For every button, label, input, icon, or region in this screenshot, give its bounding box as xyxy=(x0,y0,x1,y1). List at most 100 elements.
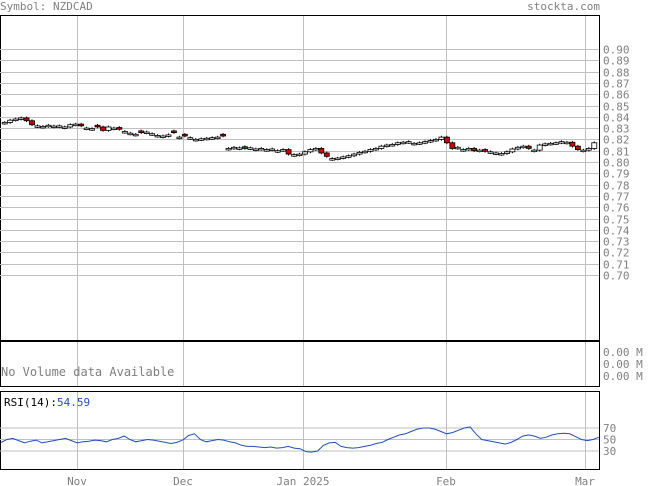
x-axis-labels: Nov Dec Jan 2025 Feb Mar xyxy=(67,475,595,486)
candle xyxy=(269,147,276,152)
candle xyxy=(280,148,287,153)
rsi-tick-label: 30 xyxy=(603,445,616,458)
candle xyxy=(312,147,319,151)
rsi-tick-label: 50 xyxy=(603,434,616,447)
candle xyxy=(531,148,538,153)
price-grid xyxy=(0,49,599,276)
candle xyxy=(181,132,188,138)
candle xyxy=(345,154,352,159)
rsi-tick-label: 70 xyxy=(603,422,616,435)
candle xyxy=(165,133,172,138)
candlestick-series xyxy=(1,116,598,161)
price-tick-label: 0.89 xyxy=(603,55,630,68)
candle xyxy=(438,135,445,141)
candle xyxy=(100,125,106,132)
candle xyxy=(56,124,63,129)
price-tick-label: 0.79 xyxy=(603,168,630,181)
candle xyxy=(242,145,248,150)
candle xyxy=(67,123,74,129)
candle xyxy=(198,137,205,142)
candle xyxy=(433,138,439,142)
x-tick-label: Jan 2025 xyxy=(277,475,330,486)
candle xyxy=(465,147,472,151)
rsi-value: 54.59 xyxy=(57,396,90,409)
candle xyxy=(247,146,254,151)
candle xyxy=(574,144,581,151)
candle xyxy=(547,141,554,146)
candle xyxy=(1,121,8,125)
candle xyxy=(7,118,14,124)
price-tick-label: 0.81 xyxy=(603,146,630,159)
candle xyxy=(520,144,527,149)
candle xyxy=(493,151,499,156)
price-tick-label: 0.77 xyxy=(603,191,630,204)
candle xyxy=(121,130,128,134)
candle xyxy=(307,148,314,154)
symbol-label: Symbol: NZDCAD xyxy=(0,0,93,13)
candle xyxy=(585,147,592,152)
candle xyxy=(187,136,194,140)
candle xyxy=(127,131,134,136)
candle xyxy=(564,140,570,145)
candle xyxy=(351,152,357,158)
candle xyxy=(45,123,52,128)
rsi-label-prefix: RSI(14): xyxy=(4,396,57,409)
candle xyxy=(154,134,161,138)
volume-tick-label: 0.00 M xyxy=(603,346,643,359)
candle xyxy=(12,117,19,122)
candle xyxy=(329,157,336,161)
candle xyxy=(389,143,396,147)
rsi-line xyxy=(0,426,600,453)
candle xyxy=(291,153,297,157)
volume-tick-label: 0.00 M xyxy=(603,358,643,371)
price-tick-label: 0.72 xyxy=(603,247,630,260)
price-axis-ticks: 0.900.890.880.870.860.850.840.830.820.81… xyxy=(603,44,630,283)
x-tick-label: Mar xyxy=(575,475,595,486)
candle xyxy=(373,147,379,151)
candle xyxy=(553,141,559,146)
candle xyxy=(296,152,303,157)
rsi-panel xyxy=(0,391,600,470)
candle xyxy=(411,141,418,146)
candle xyxy=(40,125,46,129)
candle xyxy=(23,116,30,123)
candle xyxy=(89,127,95,131)
price-tick-label: 0.78 xyxy=(603,180,630,193)
candle xyxy=(176,135,183,140)
candle xyxy=(214,135,221,140)
candle xyxy=(83,126,90,131)
candle xyxy=(400,140,407,145)
candle xyxy=(263,148,270,152)
candle xyxy=(252,147,259,152)
candle xyxy=(367,148,374,153)
candle xyxy=(482,148,488,153)
candle xyxy=(111,126,117,131)
candle xyxy=(427,139,434,144)
candle xyxy=(209,136,216,140)
candle xyxy=(542,142,549,147)
candle xyxy=(29,119,35,127)
price-tick-label: 0.80 xyxy=(603,157,630,170)
candle xyxy=(72,122,79,127)
price-tick-label: 0.90 xyxy=(603,44,630,57)
candle xyxy=(220,132,226,138)
candle xyxy=(580,148,587,153)
candle xyxy=(405,140,412,144)
candle xyxy=(443,135,450,145)
candle xyxy=(416,141,423,146)
candle xyxy=(203,136,210,141)
price-tick-label: 0.88 xyxy=(603,67,630,80)
candle xyxy=(525,144,532,150)
candle xyxy=(116,126,123,131)
candle xyxy=(138,129,145,134)
candle xyxy=(171,129,177,134)
candle xyxy=(514,145,521,151)
price-tick-label: 0.76 xyxy=(603,202,630,215)
candle xyxy=(160,134,166,139)
rsi-label: RSI(14):54.59 xyxy=(4,396,90,409)
candle xyxy=(236,146,243,151)
rsi-grid xyxy=(0,427,599,452)
candle xyxy=(383,143,390,148)
